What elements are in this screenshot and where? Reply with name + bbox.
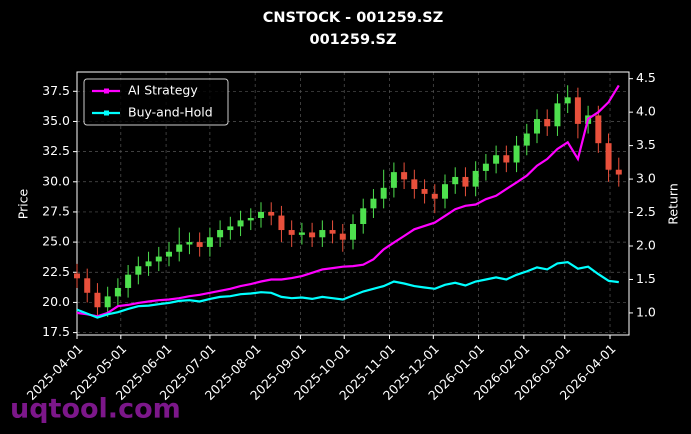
legend-marker: [104, 110, 109, 116]
y2-tick-label: 2.5: [636, 204, 656, 219]
candle-body: [493, 155, 500, 164]
y-tick-label: 27.5: [42, 203, 70, 218]
candle-body: [360, 208, 367, 225]
candle-body: [94, 292, 101, 308]
candle-body: [370, 198, 377, 209]
candle-body: [462, 176, 469, 187]
candle-body: [166, 251, 172, 257]
y-tick-label: 25.0: [42, 234, 70, 249]
y-tick-label: 35.0: [42, 113, 70, 128]
candle-body: [217, 230, 224, 238]
candle-body: [227, 226, 234, 231]
candle-body: [421, 189, 428, 194]
candle-body: [145, 261, 152, 267]
candle-body: [452, 176, 459, 185]
candle-body: [135, 266, 142, 275]
candle-body: [411, 179, 418, 190]
candle-body: [390, 172, 397, 188]
candle-body: [288, 230, 295, 235]
candle-body: [350, 224, 356, 240]
candle-body: [319, 230, 326, 238]
y2-tick-label: 4.0: [636, 104, 656, 119]
plot-frame: [76, 71, 630, 336]
candle-body: [523, 133, 530, 146]
candle-body: [74, 273, 80, 279]
y2-tick-label: 1.0: [636, 304, 656, 319]
candle-body: [298, 232, 305, 235]
candle-body: [196, 242, 203, 247]
y-tick-label: 37.5: [42, 83, 70, 98]
legend-label: AI Strategy: [128, 83, 198, 98]
y-axis-label: Price: [16, 188, 31, 219]
candle-body: [615, 169, 622, 175]
candle-body: [401, 172, 408, 180]
y-tick-label: 20.0: [42, 294, 70, 309]
candle-body: [482, 163, 489, 171]
candle-body: [278, 215, 285, 231]
candle-body: [186, 242, 193, 245]
series-line: [76, 84, 620, 318]
y2-tick-label: 2.0: [636, 237, 656, 252]
candle-body: [114, 287, 121, 297]
watermark: uqtool.com: [10, 394, 181, 425]
series-line: [76, 260, 619, 319]
y-tick-label: 22.5: [42, 264, 70, 279]
candle-body: [155, 256, 162, 262]
candle-body: [329, 230, 336, 234]
candle-body: [268, 211, 275, 216]
candle-body: [84, 278, 91, 293]
candle-body: [564, 97, 571, 104]
candle-body: [513, 145, 520, 163]
candle-body: [503, 155, 510, 163]
y-tick-label: 17.5: [42, 324, 70, 339]
candle-body: [431, 193, 438, 199]
candle-body: [237, 220, 244, 227]
legend-marker: [104, 88, 109, 94]
candle-body: [472, 170, 479, 187]
candle-body: [544, 119, 551, 127]
y-tick-label: 30.0: [42, 173, 70, 188]
y2-tick-label: 4.5: [636, 70, 656, 85]
y2-tick-label: 3.5: [636, 137, 656, 152]
y-tick-label: 32.5: [42, 143, 70, 158]
candle-body: [380, 187, 387, 199]
candle-body: [534, 119, 540, 134]
chart-subtitle: 001259.SZ: [310, 32, 397, 48]
candle-body: [125, 274, 132, 288]
y2-axis-label: Return: [666, 183, 681, 224]
candle-body: [595, 115, 602, 144]
candle-body: [247, 217, 254, 221]
candle-body: [339, 233, 346, 240]
candle-body: [206, 237, 213, 247]
candle-body: [258, 211, 264, 218]
candle-body: [309, 232, 316, 238]
candle-body: [176, 244, 183, 252]
candle-body: [574, 97, 581, 124]
candle-body: [442, 184, 448, 199]
candle-body: [605, 143, 612, 170]
legend-label: Buy-and-Hold: [128, 105, 213, 120]
candle-body: [104, 296, 111, 308]
candle-body: [554, 103, 561, 127]
y2-tick-label: 1.5: [636, 271, 656, 286]
y2-tick-label: 3.0: [636, 171, 656, 186]
chart-title: CNSTOCK - 001259.SZ: [263, 10, 443, 26]
